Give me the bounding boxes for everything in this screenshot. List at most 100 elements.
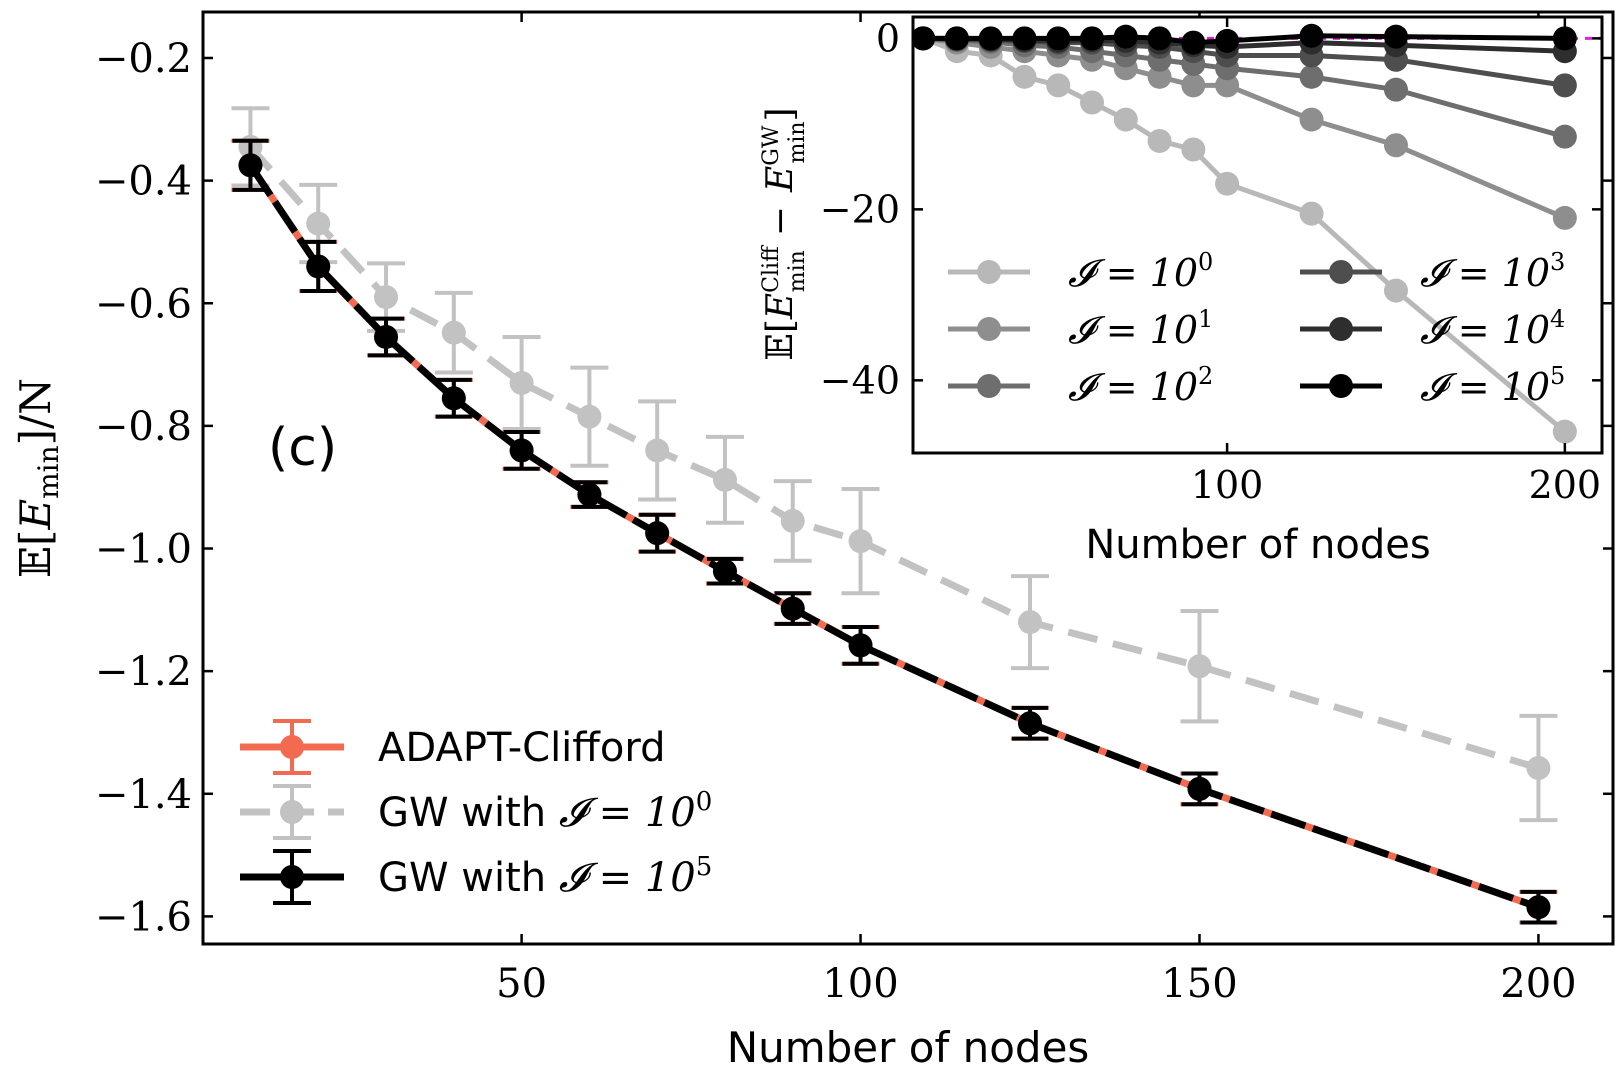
y-label-sub: min xyxy=(32,445,65,499)
inset-data-point xyxy=(1552,419,1577,444)
data-point xyxy=(712,559,737,584)
y-tick-label: −1.2 xyxy=(95,649,192,695)
legend-label-math: 𝓘 = 10 xyxy=(559,790,696,836)
inset-data-point xyxy=(1299,107,1324,132)
inset-legend-sup: 0 xyxy=(1198,248,1213,276)
inset-data-point xyxy=(1383,133,1408,158)
inset-data-point xyxy=(1080,26,1105,51)
y-tick-label: −0.2 xyxy=(95,36,192,82)
data-point xyxy=(1526,756,1551,781)
data-point xyxy=(645,438,670,463)
inset-legend-label: 𝓘 = 100 xyxy=(1068,248,1213,295)
data-point xyxy=(1018,711,1043,736)
data-point xyxy=(306,211,331,236)
legend-entry: GW with 𝓘 = 100 xyxy=(240,784,712,840)
inset-data-point xyxy=(1012,26,1037,51)
inset-x-tick-label: 100 xyxy=(1191,463,1264,507)
inset-legend-label: 𝓘 = 102 xyxy=(1068,362,1213,409)
legend-label-sup: 0 xyxy=(696,787,713,817)
inset-data-point xyxy=(1215,73,1240,98)
inset-data-point xyxy=(1113,24,1138,49)
inset-data-point xyxy=(978,26,1003,51)
data-point xyxy=(712,467,737,492)
data-point xyxy=(577,482,602,507)
inset-legend-entry: 𝓘 = 101 xyxy=(948,305,1213,352)
inset-data-point xyxy=(1383,278,1408,303)
inset-legend-math: 𝓘 = 10 xyxy=(1068,251,1198,295)
inset-background xyxy=(913,17,1602,453)
inset-y-sub2: min xyxy=(785,121,810,163)
main-x-axis-label: Number of nodes xyxy=(727,1023,1090,1072)
y-label-op: 𝔼[ xyxy=(11,530,60,578)
data-point xyxy=(1526,895,1551,920)
inset-data-point xyxy=(1383,77,1408,102)
data-point xyxy=(374,324,399,349)
y-label-close: ]/N xyxy=(11,378,60,445)
inset-data-point xyxy=(1046,26,1071,51)
inset-data-point xyxy=(1552,205,1577,230)
inset-legend-sup: 1 xyxy=(1198,305,1213,333)
inset-legend-math: 𝓘 = 10 xyxy=(1420,251,1550,295)
inset-data-point xyxy=(1181,30,1206,55)
inset-data-point xyxy=(1215,28,1240,53)
inset-data-point xyxy=(913,26,936,51)
legend-label-math: 𝓘 = 10 xyxy=(559,855,696,901)
inset-data-point xyxy=(1147,128,1172,153)
inset-x-axis-label: Number of nodes xyxy=(1085,522,1430,568)
series-2 xyxy=(232,138,1557,925)
legend-label: GW with 𝓘 = 100 xyxy=(378,787,712,836)
inset-data-point xyxy=(1181,137,1206,162)
inset-legend-math: 𝓘 = 10 xyxy=(1420,308,1550,352)
inset-y-close: ] xyxy=(760,107,801,121)
inset-data-point xyxy=(1215,171,1240,196)
inset-plot-frame xyxy=(911,15,1604,455)
inset-legend-sup: 4 xyxy=(1550,305,1565,333)
legend-label: GW with 𝓘 = 105 xyxy=(378,852,712,901)
y-tick-label: −1.0 xyxy=(95,527,192,573)
data-point xyxy=(577,404,602,429)
inset-legend-entry: 𝓘 = 103 xyxy=(1300,248,1565,295)
inset-legend-sup: 5 xyxy=(1550,362,1565,390)
inset-y-sup1: Cliff xyxy=(759,245,784,293)
inset-legend-marker xyxy=(977,260,1001,284)
inset-y-tick-label: −40 xyxy=(820,358,900,402)
inset-legend-math: 𝓘 = 10 xyxy=(1068,308,1198,352)
inset-data-point xyxy=(1299,23,1324,48)
inset-data-point xyxy=(1383,24,1408,49)
data-point xyxy=(509,438,534,463)
main-plot: 50 100 150 200−0.2−0.4−0.6−0.8−1.0−1.2−1.4−… xyxy=(11,10,1615,1072)
inset-data-point xyxy=(944,26,969,51)
inset-data-point xyxy=(1299,64,1324,89)
y-tick-label: −1.6 xyxy=(95,894,192,940)
inset-legend-math: 𝓘 = 10 xyxy=(1068,365,1198,409)
inset-legend-marker xyxy=(977,317,1001,341)
inset-data-point xyxy=(1147,64,1172,89)
inset-legend-entry: 𝓘 = 105 xyxy=(1300,362,1565,409)
inset-y-minus: − xyxy=(760,206,801,236)
legend-label-text: GW with xyxy=(378,790,559,836)
x-tick-label: 100 xyxy=(822,961,898,1007)
inset-legend-label: 𝓘 = 101 xyxy=(1068,305,1213,352)
legend-label-sup: 5 xyxy=(696,852,713,882)
main-y-axis-label: 𝔼[Emin]/N xyxy=(11,378,65,578)
data-point xyxy=(374,285,399,310)
inset-data-point xyxy=(1046,73,1071,98)
legend-entry: ADAPT-Clifford xyxy=(240,719,665,775)
data-point xyxy=(780,508,805,533)
inset-legend-marker xyxy=(1329,317,1353,341)
inset-legend-label: 𝓘 = 104 xyxy=(1420,305,1565,352)
inset-data-point xyxy=(1012,64,1037,89)
inset-data-point xyxy=(1113,107,1138,132)
inset-y-var1: E xyxy=(760,293,801,320)
data-point xyxy=(848,633,873,658)
y-tick-label: −0.6 xyxy=(95,281,192,327)
inset-legend-marker xyxy=(977,374,1001,398)
inset-legend-label: 𝓘 = 103 xyxy=(1420,248,1565,295)
inset-y-sup2: GW xyxy=(759,125,784,166)
series-1 xyxy=(231,106,1558,823)
inset-data-point xyxy=(1552,26,1577,51)
legend-label-text: GW with xyxy=(378,855,559,901)
data-point xyxy=(1018,610,1043,635)
